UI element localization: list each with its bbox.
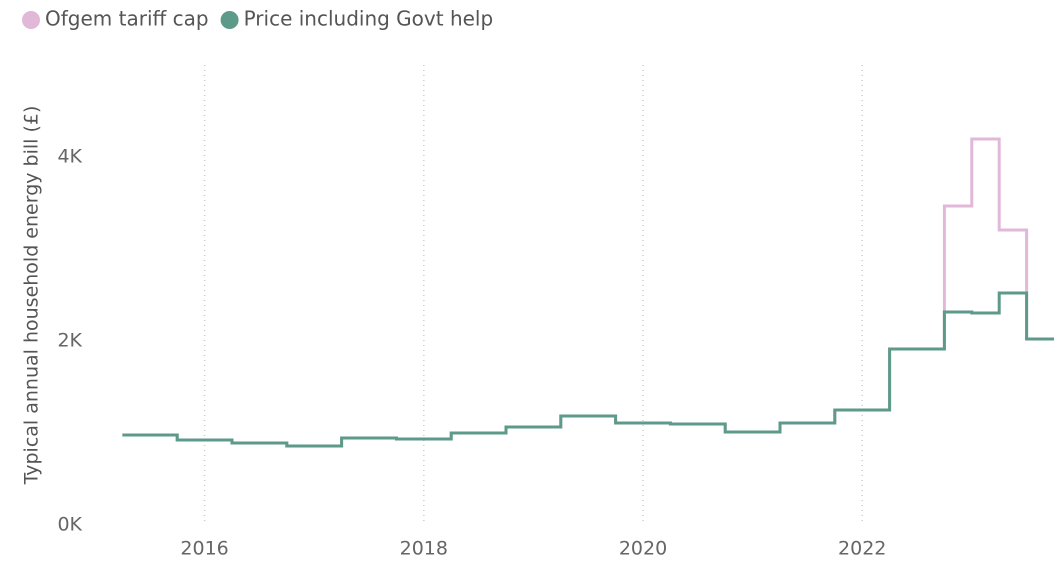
legend-label[interactable]: Price including Govt help	[244, 7, 494, 31]
x-tick-label: 2022	[838, 538, 886, 560]
y-tick-label: 2K	[57, 330, 82, 352]
x-tick-label: 2020	[619, 538, 667, 560]
y-tick-label: 0K	[57, 514, 82, 536]
legend-marker[interactable]	[22, 11, 40, 29]
y-axis-title: Typical annual household energy bill (£)	[21, 106, 43, 486]
x-tick-label: 2018	[400, 538, 448, 560]
y-tick-label: 4K	[57, 146, 82, 168]
step-line	[122, 291, 1054, 448]
step-line	[122, 137, 1054, 448]
x-tick-label: 2016	[180, 538, 228, 560]
legend-marker[interactable]	[220, 11, 239, 29]
legend-label[interactable]: Ofgem tariff cap	[45, 7, 209, 31]
